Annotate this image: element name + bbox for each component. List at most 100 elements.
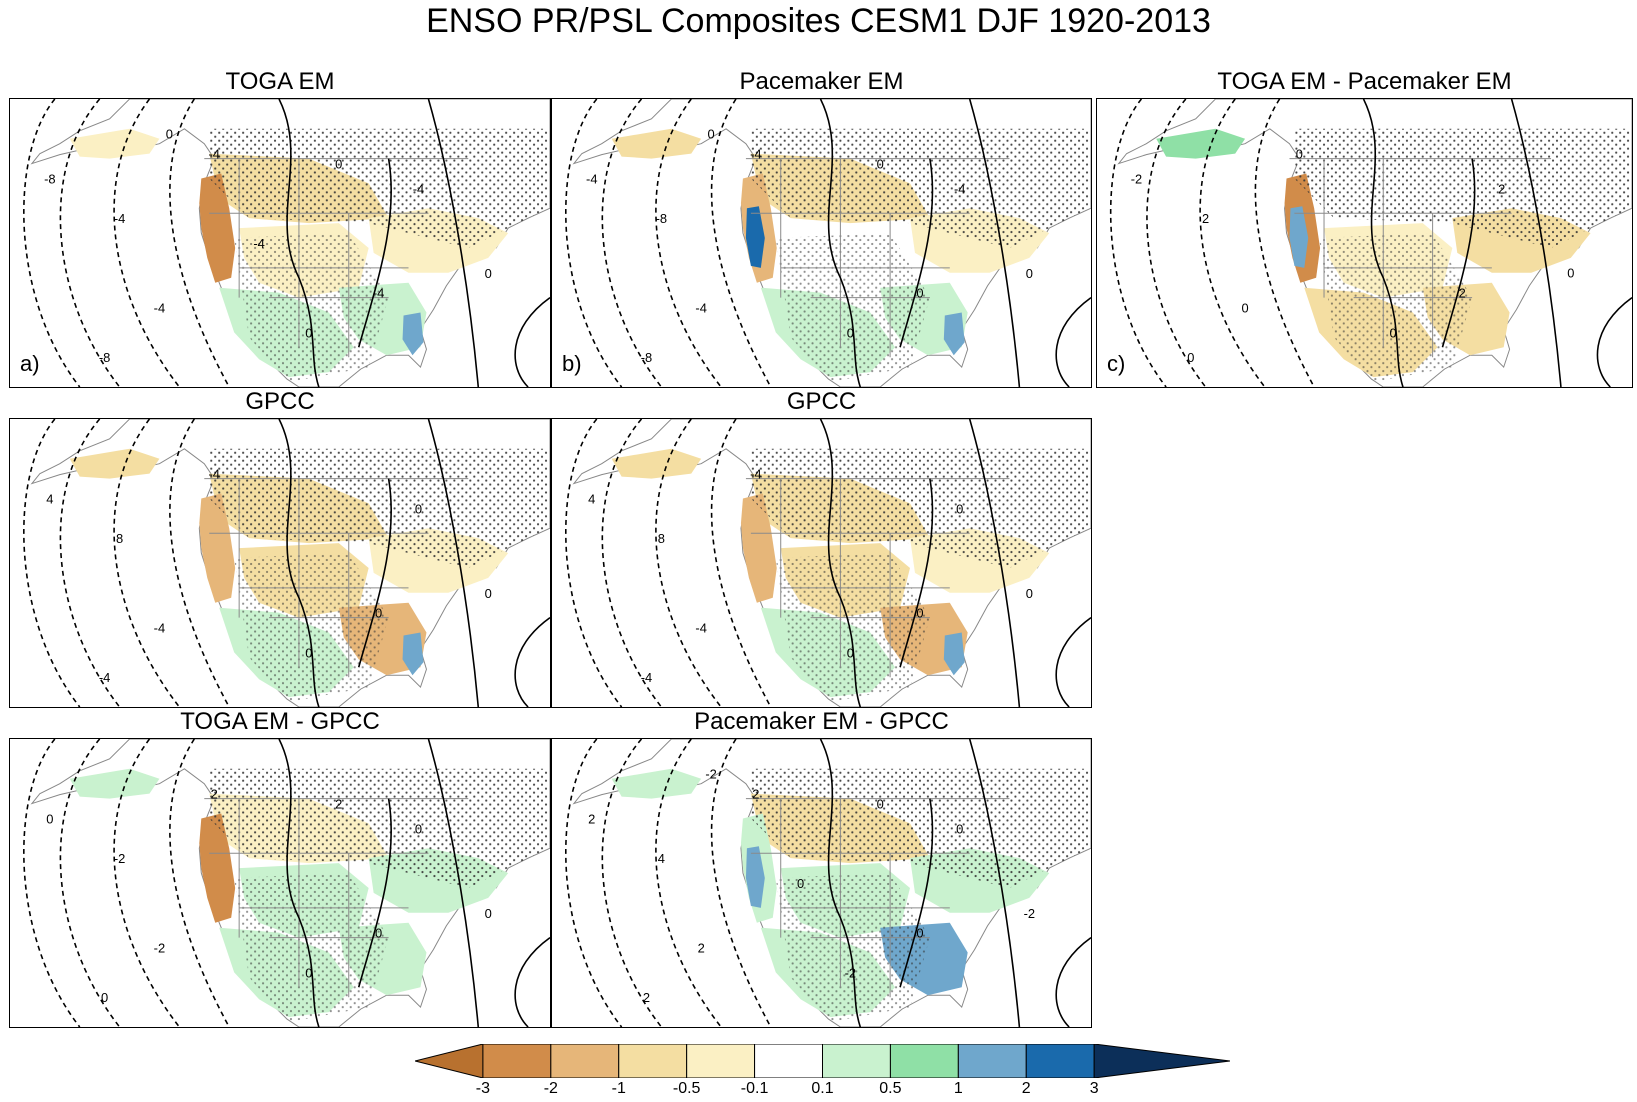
- precip-anomaly-west: [199, 813, 236, 923]
- contour-label: -4: [750, 147, 761, 162]
- contour-label: 0: [847, 325, 854, 340]
- contour-label: -2: [845, 965, 856, 980]
- psl-contour: [59, 419, 121, 707]
- psl-contour: [565, 419, 623, 707]
- contour-label: 0: [1296, 147, 1303, 162]
- psl-contour: [113, 99, 181, 387]
- contour-label: 2: [643, 990, 650, 1005]
- contour-label: 0: [485, 906, 492, 921]
- colorbar-tick-label: -3: [475, 1080, 491, 1097]
- significance-stippling: [234, 873, 389, 1023]
- contour-label: 0: [485, 586, 492, 601]
- contour-label: 0: [1390, 325, 1397, 340]
- panel-title-gpcc-1: GPCC: [245, 388, 315, 415]
- psl-contour: [23, 419, 81, 707]
- contour-label: -4: [208, 467, 220, 482]
- state-borders: [1289, 158, 1552, 358]
- contour-label: -2: [154, 941, 166, 956]
- contour-label: 0: [916, 286, 923, 301]
- contour-label: 2: [698, 941, 705, 956]
- precip-anomaly-gulf: [943, 632, 965, 676]
- map-canvas: -4 -8 -4 -8 -4 -4 0 0 0 0 0: [565, 99, 1091, 387]
- panel-title-toga-minus-gpcc: TOGA EM - GPCC: [180, 708, 380, 735]
- colorbar-swatch: [415, 1044, 484, 1078]
- colorbar-swatch: [1025, 1044, 1095, 1078]
- state-borders: [745, 478, 1010, 678]
- precip-anomaly-gulf: [943, 312, 965, 356]
- contour-label: 0: [305, 645, 312, 660]
- panel-title-toga-minus-pacemaker: TOGA EM - Pacemaker EM: [1217, 68, 1512, 95]
- precip-anomaly-alaska: [611, 448, 702, 479]
- contour-label: 2: [211, 787, 218, 802]
- psl-contour: [601, 739, 663, 1027]
- panel-label: c): [1105, 351, 1128, 377]
- contour-label: 8: [658, 531, 665, 546]
- colorbar-tick-label: -1: [611, 1080, 626, 1097]
- panel-label: b): [560, 351, 584, 377]
- psl-contour: [1441, 158, 1476, 348]
- psl-contour: [1199, 99, 1266, 387]
- psl-contour: [1146, 99, 1207, 387]
- psl-contour: [1055, 616, 1091, 707]
- map-canvas: 4 8 -4 -4 -4 0 0 0 0: [23, 419, 550, 707]
- contour-label: 0: [335, 157, 342, 172]
- contour-label: -8: [99, 350, 111, 365]
- psl-contour: [514, 936, 550, 1027]
- psl-contour: [601, 99, 663, 387]
- colorbar-swatch: [889, 1044, 959, 1078]
- contour-label: 2: [335, 797, 342, 812]
- map-canvas: 2 4 2 2 2 0 0 -2 -2 0 -2 0: [565, 739, 1091, 1027]
- psl-contour: [565, 739, 623, 1027]
- colorbar-tick-label: -0.1: [740, 1080, 769, 1097]
- significance-stippling: [775, 873, 930, 1023]
- contour-label: 0: [1187, 350, 1194, 365]
- map-panel-toga-minus-pacemaker: -2 2 0 0 0 2 2 0 0 c): [1096, 98, 1633, 388]
- psl-contour: [23, 739, 81, 1027]
- precip-anomaly-alaska: [69, 768, 160, 799]
- panel-title-pacemaker-minus-gpcc: Pacemaker EM - GPCC: [694, 708, 949, 735]
- contour-label: 0: [415, 501, 422, 516]
- contour-label: -4: [208, 147, 220, 162]
- colorbar-tick-label: 1: [953, 1080, 963, 1097]
- psl-contour: [278, 99, 320, 387]
- psl-contour: [1055, 296, 1091, 387]
- psl-contour: [427, 99, 480, 387]
- colorbar-tick-label: 0.5: [879, 1080, 902, 1097]
- significance-stippling: [775, 553, 930, 703]
- psl-contour: [899, 478, 934, 668]
- colorbar-swatch: [550, 1044, 620, 1078]
- contour-label: -2: [1131, 171, 1142, 186]
- contour-label: -4: [750, 467, 761, 482]
- map-panel-toga-minus-gpcc: 0 -2 -2 0 2 0 0 0 0 2: [9, 738, 551, 1028]
- contour-label: -4: [413, 181, 425, 196]
- psl-contour: [1596, 296, 1632, 387]
- psl-contour: [899, 158, 934, 348]
- state-borders: [745, 798, 1010, 998]
- contour-label: 2: [588, 811, 595, 826]
- colorbar-swatch: [1093, 1044, 1230, 1078]
- panel-label: a): [18, 351, 42, 377]
- psl-contour: [514, 296, 550, 387]
- psl-contour: [655, 419, 722, 707]
- contour-label: 0: [1567, 266, 1574, 281]
- colorbar-tick-label: -0.5: [672, 1080, 701, 1097]
- psl-contour: [819, 739, 862, 1027]
- colorbar-swatch: [618, 1044, 688, 1078]
- psl-contour: [59, 739, 121, 1027]
- contour-label: -2: [705, 767, 716, 782]
- panel-title-toga-em: TOGA EM: [225, 68, 335, 95]
- psl-contour: [113, 419, 181, 707]
- contour-label: -4: [373, 286, 385, 301]
- colorbar-tick-label: 2: [1021, 1080, 1031, 1097]
- precip-anomaly-west: [740, 493, 777, 603]
- contour-label: 0: [708, 127, 715, 142]
- psl-contour: [59, 99, 121, 387]
- precip-anomaly-gulf: [402, 632, 424, 676]
- psl-contour: [968, 739, 1021, 1027]
- psl-contour: [968, 419, 1021, 707]
- contour-label: -8: [641, 350, 652, 365]
- psl-contour: [1109, 99, 1167, 387]
- precip-anomaly-gulf: [402, 312, 424, 356]
- colorbar-tick-label: 0.1: [811, 1080, 834, 1097]
- colorbar: [415, 1044, 1230, 1078]
